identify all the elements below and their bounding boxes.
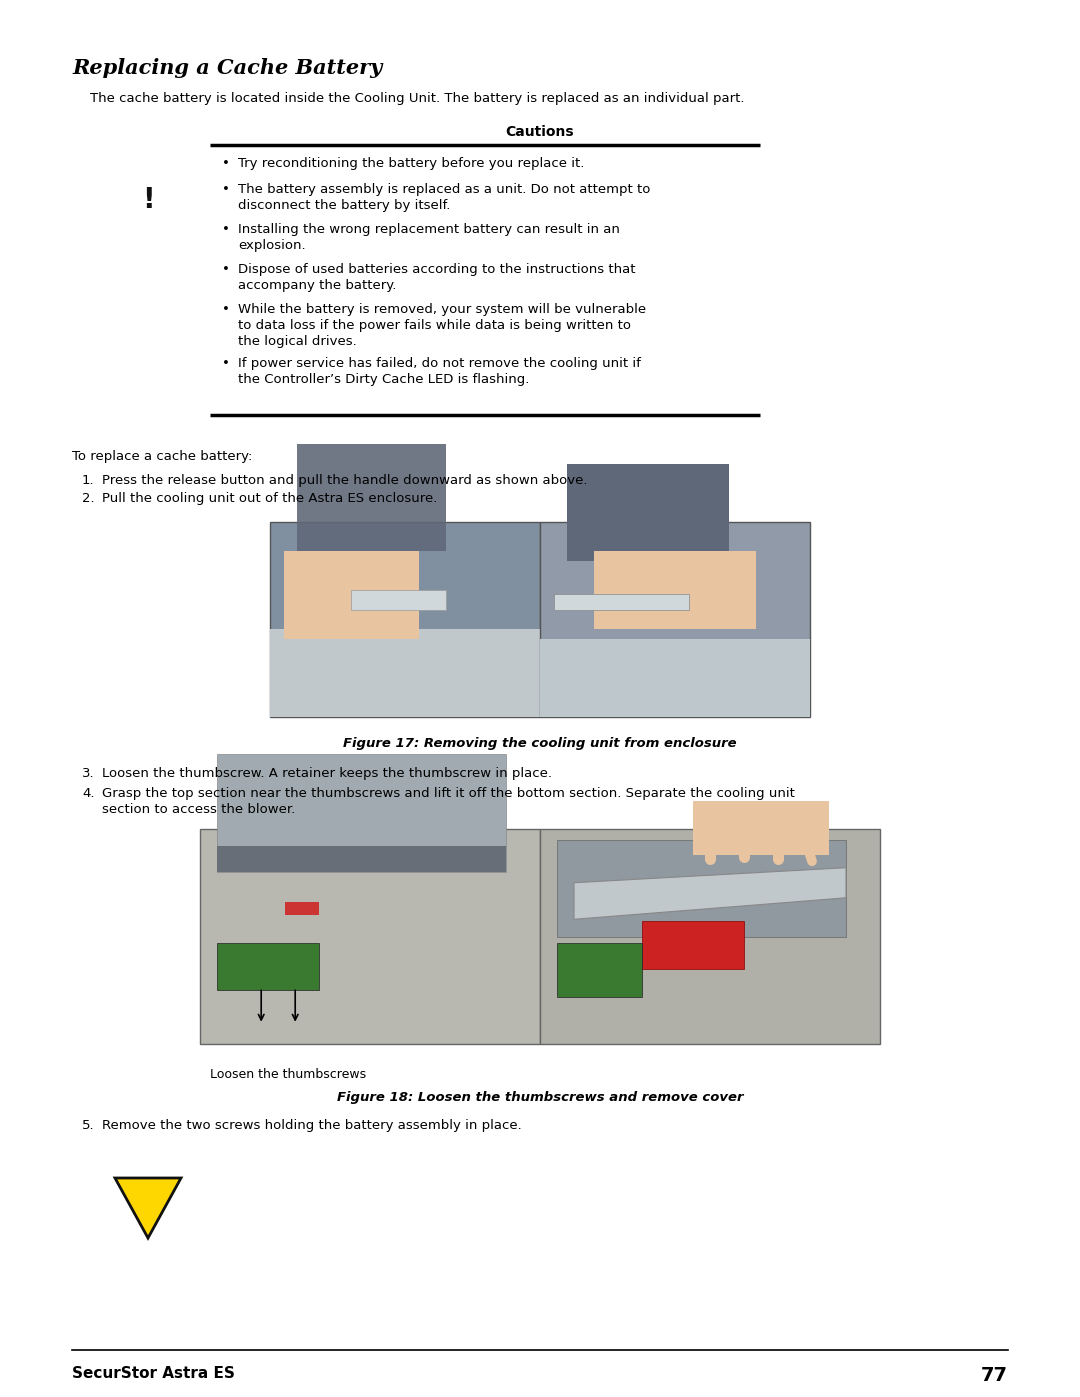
- Text: Try reconditioning the battery before you replace it.: Try reconditioning the battery before yo…: [238, 156, 584, 170]
- Text: Grasp the top section near the thumbscrews and lift it off the bottom section. S: Grasp the top section near the thumbscre…: [102, 787, 795, 816]
- Text: •: •: [222, 358, 230, 370]
- Text: Dispose of used batteries according to the instructions that
accompany the batte: Dispose of used batteries according to t…: [238, 263, 635, 292]
- FancyBboxPatch shape: [594, 552, 756, 629]
- Text: 4.: 4.: [82, 787, 95, 800]
- Text: The cache battery is located inside the Cooling Unit. The battery is replaced as: The cache battery is located inside the …: [90, 92, 744, 105]
- FancyBboxPatch shape: [557, 943, 642, 996]
- Polygon shape: [573, 868, 846, 919]
- Text: While the battery is removed, your system will be vulnerable
to data loss if the: While the battery is removed, your syste…: [238, 303, 646, 348]
- FancyBboxPatch shape: [351, 591, 446, 609]
- FancyBboxPatch shape: [554, 594, 689, 609]
- Text: •: •: [222, 156, 230, 170]
- Text: Replacing a Cache Battery: Replacing a Cache Battery: [72, 59, 382, 78]
- FancyBboxPatch shape: [217, 943, 319, 990]
- Text: SecurStor Astra ES: SecurStor Astra ES: [72, 1366, 234, 1382]
- FancyBboxPatch shape: [200, 828, 540, 1044]
- Text: Loosen the thumbscrews: Loosen the thumbscrews: [210, 1067, 366, 1081]
- FancyBboxPatch shape: [557, 840, 846, 936]
- Text: •: •: [222, 183, 230, 196]
- FancyBboxPatch shape: [270, 522, 540, 717]
- FancyBboxPatch shape: [270, 629, 540, 717]
- Text: 77: 77: [981, 1366, 1008, 1384]
- FancyBboxPatch shape: [217, 847, 507, 872]
- FancyBboxPatch shape: [217, 754, 507, 872]
- Text: •: •: [222, 263, 230, 277]
- FancyBboxPatch shape: [283, 552, 419, 638]
- FancyBboxPatch shape: [540, 522, 810, 717]
- Text: 3.: 3.: [82, 767, 95, 780]
- FancyBboxPatch shape: [297, 444, 446, 552]
- Text: If power service has failed, do not remove the cooling unit if
the Controller’s : If power service has failed, do not remo…: [238, 358, 640, 386]
- Text: Remove the two screws holding the battery assembly in place.: Remove the two screws holding the batter…: [102, 1119, 522, 1132]
- Text: Installing the wrong replacement battery can result in an
explosion.: Installing the wrong replacement battery…: [238, 224, 620, 251]
- Text: Press the release button and pull the handle downward as shown above.: Press the release button and pull the ha…: [102, 474, 588, 488]
- Text: Figure 17: Removing the cooling unit from enclosure: Figure 17: Removing the cooling unit fro…: [343, 738, 737, 750]
- FancyBboxPatch shape: [642, 922, 744, 968]
- Text: Pull the cooling unit out of the Astra ES enclosure.: Pull the cooling unit out of the Astra E…: [102, 492, 437, 504]
- Text: Loosen the thumbscrew. A retainer keeps the thumbscrew in place.: Loosen the thumbscrew. A retainer keeps …: [102, 767, 552, 780]
- FancyBboxPatch shape: [567, 464, 729, 562]
- FancyBboxPatch shape: [540, 638, 810, 717]
- Text: •: •: [222, 303, 230, 316]
- Text: Figure 18: Loosen the thumbscrews and remove cover: Figure 18: Loosen the thumbscrews and re…: [337, 1091, 743, 1104]
- FancyBboxPatch shape: [693, 800, 829, 855]
- Polygon shape: [114, 1178, 181, 1238]
- Text: Cautions: Cautions: [505, 124, 575, 138]
- Text: To replace a cache battery:: To replace a cache battery:: [72, 450, 253, 462]
- FancyBboxPatch shape: [285, 902, 319, 915]
- FancyBboxPatch shape: [540, 828, 880, 1044]
- Text: 5.: 5.: [82, 1119, 95, 1132]
- Text: The battery assembly is replaced as a unit. Do not attempt to
disconnect the bat: The battery assembly is replaced as a un…: [238, 183, 650, 212]
- Text: !: !: [141, 186, 154, 214]
- Text: 2.: 2.: [82, 492, 95, 504]
- Text: 1.: 1.: [82, 474, 95, 488]
- Text: •: •: [222, 224, 230, 236]
